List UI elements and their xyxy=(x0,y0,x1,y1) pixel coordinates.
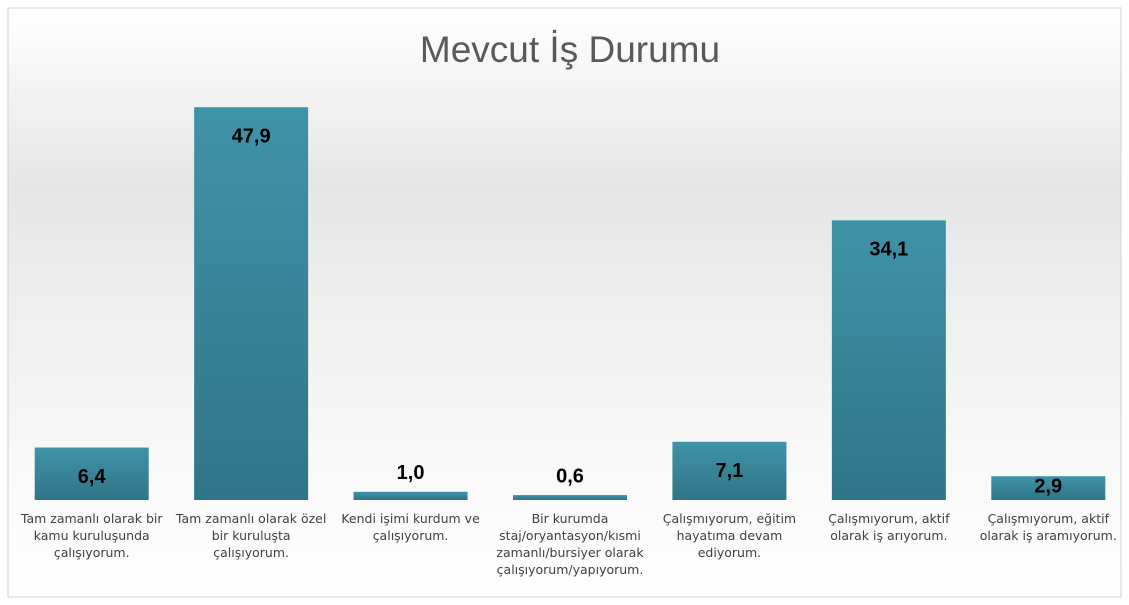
bar xyxy=(672,441,787,500)
value-label: 34,1 xyxy=(869,239,908,261)
x-tick-label: Bir kurumda staj/oryantasyon/kısmi zaman… xyxy=(496,511,644,577)
x-tick-label: Tam zamanlı olarak bir kamu kuruluşunda … xyxy=(20,511,163,560)
value-label: 47,9 xyxy=(232,126,271,148)
x-tick-label: Çalışmıyorum, eğitim hayatıma devam ediy… xyxy=(662,511,797,560)
bar xyxy=(194,107,309,500)
chart-frame xyxy=(7,7,1122,598)
category-text: Kendi işimi kurdum ve çalışıyorum. xyxy=(341,511,480,543)
chart-title: Mevcut İş Durumu xyxy=(420,29,720,70)
value-label: 1,0 xyxy=(397,462,425,484)
x-tick-label: Çalışmıyorum, aktif olarak iş arıyorum. xyxy=(828,511,950,543)
category-text: Bir kurumda staj/oryantasyon/kısmi zaman… xyxy=(496,511,644,577)
category-text: Çalışmıyorum, aktif olarak iş aramıyorum… xyxy=(979,511,1117,543)
category-text: Tam zamanlı olarak özel bir kuruluşta ça… xyxy=(175,511,327,560)
value-label: 7,1 xyxy=(716,460,744,482)
value-label: 0,6 xyxy=(556,465,584,487)
x-tick-label: Çalışmıyorum, aktif olarak iş aramıyorum… xyxy=(979,511,1117,543)
bar xyxy=(991,476,1106,500)
x-tick-label: Kendi işimi kurdum ve çalışıyorum. xyxy=(341,511,480,543)
category-text: Çalışmıyorum, eğitim hayatıma devam ediy… xyxy=(662,511,797,560)
category-text: Tam zamanlı olarak bir kamu kuruluşunda … xyxy=(20,511,163,560)
value-label: 2,9 xyxy=(1034,475,1062,497)
value-label: 6,4 xyxy=(78,466,107,488)
bar xyxy=(513,495,627,500)
bar xyxy=(831,220,946,500)
bar xyxy=(34,447,149,500)
x-tick-label: Tam zamanlı olarak özel bir kuruluşta ça… xyxy=(175,511,327,560)
category-text: Çalışmıyorum, aktif olarak iş arıyorum. xyxy=(828,511,950,543)
bar xyxy=(353,491,468,500)
